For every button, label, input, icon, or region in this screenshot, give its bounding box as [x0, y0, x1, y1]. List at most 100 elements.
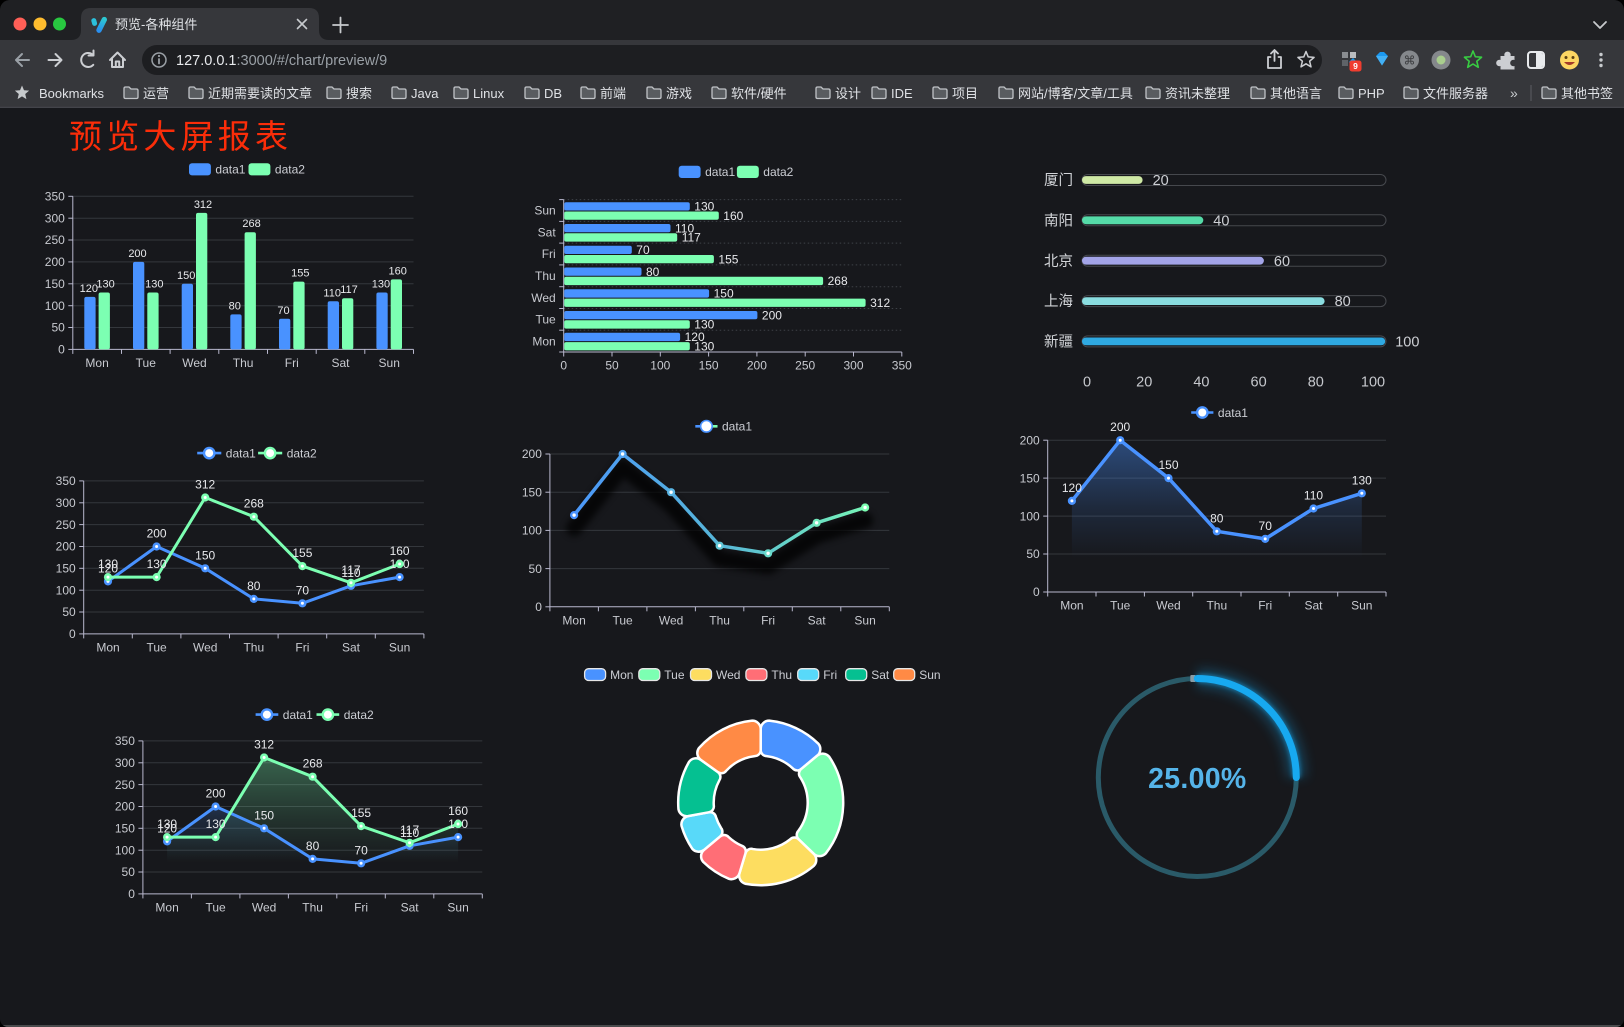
svg-text:312: 312	[254, 738, 274, 752]
svg-text:268: 268	[244, 497, 264, 511]
svg-text:120: 120	[685, 330, 705, 344]
svg-text:Thu: Thu	[302, 900, 323, 914]
svg-text:Mon: Mon	[155, 900, 178, 914]
svg-text:厦门: 厦门	[1044, 172, 1073, 189]
svg-text:50: 50	[122, 865, 136, 879]
svg-text:110: 110	[1304, 489, 1323, 503]
svg-text:DB: DB	[544, 86, 562, 101]
svg-text:»: »	[1510, 85, 1518, 101]
svg-text:117: 117	[682, 231, 701, 245]
svg-text:130: 130	[157, 817, 177, 831]
svg-text:100: 100	[56, 583, 76, 597]
svg-text:网站/博客/文章/工具: 网站/博客/文章/工具	[1018, 86, 1133, 101]
svg-text:Wed: Wed	[193, 640, 217, 654]
svg-text:Mon: Mon	[562, 613, 585, 627]
svg-text:前端: 前端	[600, 86, 626, 101]
svg-text:data1: data1	[226, 446, 256, 460]
svg-text:110: 110	[341, 566, 360, 580]
svg-text:268: 268	[242, 218, 260, 230]
svg-text:130: 130	[694, 340, 714, 354]
svg-text:40: 40	[1213, 214, 1229, 230]
svg-text:150: 150	[195, 548, 215, 562]
svg-text:50: 50	[529, 562, 543, 576]
svg-text:IDE: IDE	[891, 86, 913, 101]
svg-text:300: 300	[843, 359, 863, 373]
svg-text:300: 300	[115, 756, 135, 770]
svg-text:80: 80	[1308, 375, 1324, 391]
svg-text:Fri: Fri	[354, 900, 368, 914]
svg-text:150: 150	[699, 359, 719, 373]
svg-text:130: 130	[372, 279, 390, 291]
svg-text:120: 120	[98, 561, 118, 575]
svg-text:近期需要读的文章: 近期需要读的文章	[208, 86, 312, 101]
svg-text:Mon: Mon	[532, 334, 555, 348]
svg-text:200: 200	[1020, 433, 1040, 447]
svg-text:设计: 设计	[835, 86, 861, 101]
svg-text:0: 0	[58, 343, 65, 357]
svg-text:Tue: Tue	[146, 640, 167, 654]
svg-text:200: 200	[115, 800, 135, 814]
svg-text:Fri: Fri	[285, 356, 299, 370]
svg-text:文件服务器: 文件服务器	[1423, 86, 1488, 101]
svg-text:南阳: 南阳	[1044, 213, 1073, 230]
svg-text:搜索: 搜索	[346, 86, 372, 101]
svg-text:312: 312	[870, 296, 890, 310]
svg-text:110: 110	[675, 221, 694, 235]
svg-text:160: 160	[448, 804, 468, 818]
svg-text:100: 100	[650, 359, 670, 373]
svg-text:data1: data1	[722, 420, 752, 434]
svg-text:9: 9	[1353, 61, 1358, 71]
svg-text:Linux: Linux	[473, 86, 505, 101]
svg-text:Mon: Mon	[85, 356, 108, 370]
svg-text:155: 155	[351, 806, 371, 820]
svg-text:117: 117	[341, 563, 360, 577]
svg-text:100: 100	[115, 843, 135, 857]
svg-text:80: 80	[1335, 294, 1351, 310]
svg-text:data1: data1	[283, 708, 313, 722]
svg-text:新疆: 新疆	[1044, 334, 1073, 351]
svg-text:150: 150	[45, 277, 65, 291]
svg-text:110: 110	[400, 826, 419, 840]
svg-text:100: 100	[522, 524, 542, 538]
svg-text:Tue: Tue	[136, 356, 157, 370]
svg-text:200: 200	[56, 540, 76, 554]
svg-text:Sat: Sat	[342, 640, 361, 654]
svg-text:Bookmarks: Bookmarks	[39, 86, 105, 101]
svg-text:312: 312	[194, 199, 212, 211]
svg-text:127.0.0.1:3000/#/chart/preview: 127.0.0.1:3000/#/chart/preview/9	[176, 53, 387, 69]
svg-text:155: 155	[718, 252, 738, 266]
svg-text:80: 80	[229, 300, 241, 312]
svg-text:200: 200	[522, 447, 542, 461]
svg-text:350: 350	[892, 359, 912, 373]
svg-text:Sun: Sun	[854, 613, 875, 627]
svg-text:Wed: Wed	[182, 356, 206, 370]
svg-text:200: 200	[206, 787, 226, 801]
svg-text:100: 100	[45, 299, 65, 313]
svg-text:Fri: Fri	[542, 247, 556, 261]
svg-text:北京: 北京	[1044, 253, 1073, 270]
svg-text:20: 20	[1136, 375, 1152, 391]
svg-text:Java: Java	[411, 86, 439, 101]
svg-text:Wed: Wed	[716, 668, 740, 682]
svg-text:Mon: Mon	[1060, 599, 1083, 613]
svg-text:150: 150	[56, 562, 76, 576]
svg-text:Tue: Tue	[205, 900, 226, 914]
svg-text:200: 200	[128, 248, 146, 260]
svg-text:250: 250	[56, 518, 76, 532]
svg-text:Wed: Wed	[1156, 599, 1180, 613]
svg-text:Thu: Thu	[771, 668, 792, 682]
svg-text:200: 200	[762, 308, 782, 322]
svg-text:80: 80	[1210, 511, 1224, 525]
svg-text:312: 312	[195, 478, 215, 492]
svg-text:200: 200	[45, 255, 65, 269]
svg-text:130: 130	[96, 279, 114, 291]
svg-text:80: 80	[646, 265, 660, 279]
svg-text:70: 70	[636, 243, 650, 257]
svg-text:130: 130	[147, 557, 167, 571]
svg-text:250: 250	[795, 359, 815, 373]
svg-text:50: 50	[51, 321, 65, 335]
svg-text:data2: data2	[275, 163, 305, 177]
svg-text:130: 130	[206, 817, 226, 831]
svg-text:300: 300	[45, 211, 65, 225]
svg-text:data1: data1	[705, 165, 735, 179]
